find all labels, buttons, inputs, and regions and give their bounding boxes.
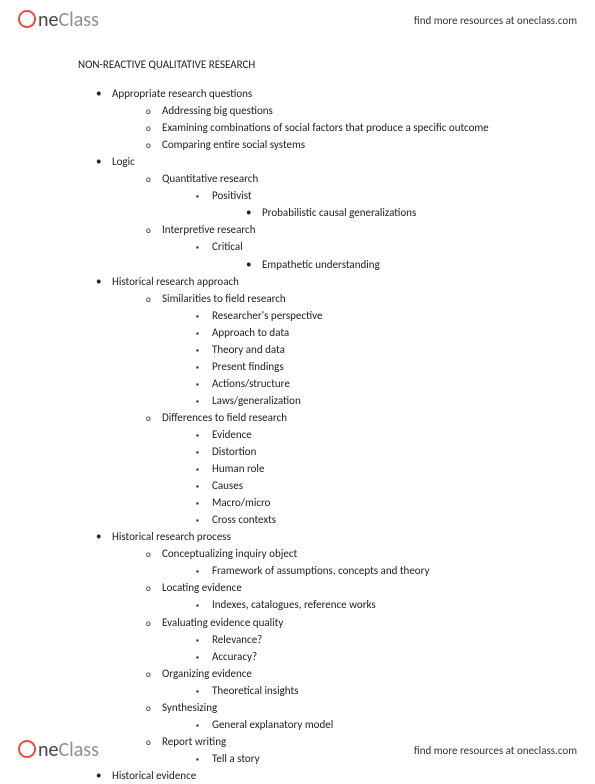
outline-item-text: Accuracy? <box>212 650 257 663</box>
outline-item-text: Examining combinations of social factors… <box>162 121 489 134</box>
outline-item-l3: Accuracy? <box>196 648 555 665</box>
outline-item-l2: Synthesizing General explanatory model <box>146 699 555 733</box>
outline-item-text: Researcher's perspective <box>212 309 323 322</box>
outline-item-l2: Interpretive research Critical Empathetic … <box>146 221 555 272</box>
outline-item-text: Historical research approach <box>112 275 239 288</box>
logo-text-ne: ne <box>38 738 58 762</box>
brand-logo: ne Class <box>18 8 99 32</box>
outline-item-text: Logic <box>112 155 135 168</box>
outline-item-l3: Critical Empathetic understanding <box>196 238 555 272</box>
logo-circle-icon <box>18 740 36 758</box>
outline-item-text: Positivist <box>212 189 252 202</box>
outline-item-l2: Comparing entire social systems <box>146 136 555 153</box>
outline-item-l3: Indexes, catalogues, reference works <box>196 596 555 613</box>
outline-item-l3: Human role <box>196 460 555 477</box>
outline-item-l3: Theory and data <box>196 341 555 358</box>
document-title: NON-REACTIVE QUALITATIVE RESEARCH <box>78 56 555 73</box>
outline-item-text: Causes <box>212 479 243 492</box>
logo-circle-icon <box>18 10 36 28</box>
outline-item-l2: Differences to field research Evidence Dis… <box>146 409 555 528</box>
outline-item-text: Theoretical insights <box>212 684 298 697</box>
outline-item-text: Addressing big questions <box>162 104 273 117</box>
outline-item-text: Synthesizing <box>162 701 217 714</box>
outline-item-text: Locating evidence <box>162 581 242 594</box>
footer-link[interactable]: find more resources at oneclass.com <box>414 744 577 757</box>
outline-item-text: Relevance? <box>212 633 262 646</box>
footer: ne Class find more resources at oneclass… <box>0 730 595 770</box>
outline-item-l3: Cross contexts <box>196 511 555 528</box>
outline-item-l3: Researcher's perspective <box>196 307 555 324</box>
outline-item-l3: Evidence <box>196 426 555 443</box>
outline-item-text: Organizing evidence <box>162 667 252 680</box>
outline-item-l2: Evaluating evidence quality Relevance? Acc… <box>146 614 555 665</box>
outline-item-text: Differences to field research <box>162 411 287 424</box>
outline-item-text: Appropriate research questions <box>112 87 252 100</box>
logo-text-class: Class <box>58 738 98 762</box>
outline-item-l3: Relevance? <box>196 631 555 648</box>
outline-item-text: Indexes, catalogues, reference works <box>212 598 376 611</box>
outline-item-text: General explanatory model <box>212 718 333 731</box>
outline-item-l4: Probabilistic causal generalizations <box>246 204 555 221</box>
outline-item-l3: Laws/generalization <box>196 392 555 409</box>
outline-item-l3: Present findings <box>196 358 555 375</box>
outline-item-text: Interpretive research <box>162 223 255 236</box>
outline-item-l2: Organizing evidence Theoretical insights <box>146 665 555 699</box>
outline-item-l1: Logic Quantitative research Positivist Prob… <box>96 153 555 272</box>
outline-item-text: Evaluating evidence quality <box>162 616 283 629</box>
outline-item-text: Probabilistic causal generalizations <box>262 206 416 219</box>
logo-text-ne: ne <box>38 8 58 32</box>
outline-item-text: Similarities to field research <box>162 292 286 305</box>
outline-item-text: Approach to data <box>212 326 289 339</box>
outline-item-text: Comparing entire social systems <box>162 138 305 151</box>
outline-item-text: Conceptualizing inquiry object <box>162 547 297 560</box>
outline-item-l3: Actions/structure <box>196 375 555 392</box>
outline-item-l2: Similarities to field research Researcher… <box>146 290 555 409</box>
header: ne Class find more resources at oneclass… <box>0 0 595 40</box>
outline-item-l3: Distortion <box>196 443 555 460</box>
outline-item-l3: Positivist Probabilistic causal generaliz… <box>196 187 555 221</box>
outline-item-l1: Appropriate research questions Addressing… <box>96 85 555 153</box>
outline-item-text: Historical evidence <box>112 769 196 782</box>
outline-item-l3: Framework of assumptions, concepts and t… <box>196 562 555 579</box>
outline-item-text: Cross contexts <box>212 513 276 526</box>
outline-item-text: Critical <box>212 240 243 253</box>
outline-item-l3: Macro/micro <box>196 494 555 511</box>
outline-item-text: Macro/micro <box>212 496 270 509</box>
outline-item-text: Laws/generalization <box>212 394 301 407</box>
outline-item-l3: Approach to data <box>196 324 555 341</box>
outline-item-text: Empathetic understanding <box>262 258 380 271</box>
brand-logo-footer: ne Class <box>18 738 99 762</box>
document-content: NON-REACTIVE QUALITATIVE RESEARCH Approp… <box>78 56 555 720</box>
outline-item-text: Distortion <box>212 445 256 458</box>
header-link[interactable]: find more resources at oneclass.com <box>414 14 577 27</box>
outline-item-l3: Causes <box>196 477 555 494</box>
outline-item-l2: Quantitative research Positivist Probabili… <box>146 170 555 221</box>
outline-root: Appropriate research questions Addressing… <box>78 85 555 784</box>
outline-item-l4: Empathetic understanding <box>246 256 555 273</box>
outline-item-l2: Examining combinations of social factors… <box>146 119 555 136</box>
outline-item-l2: Locating evidence Indexes, catalogues, re… <box>146 579 555 613</box>
outline-item-text: Theory and data <box>212 343 285 356</box>
outline-item-text: Framework of assumptions, concepts and t… <box>212 564 429 577</box>
outline-item-text: Actions/structure <box>212 377 290 390</box>
outline-item-text: Historical research process <box>112 530 231 543</box>
outline-item-l3: Theoretical insights <box>196 682 555 699</box>
outline-item-text: Evidence <box>212 428 252 441</box>
outline-item-text: Quantitative research <box>162 172 258 185</box>
outline-item-text: Human role <box>212 462 264 475</box>
outline-item-l2: Conceptualizing inquiry object Framework … <box>146 545 555 579</box>
outline-item-text: Present findings <box>212 360 284 373</box>
outline-item-l1: Historical research approach Similarities… <box>96 273 555 529</box>
outline-item-l2: Addressing big questions <box>146 102 555 119</box>
logo-text-class: Class <box>58 8 98 32</box>
